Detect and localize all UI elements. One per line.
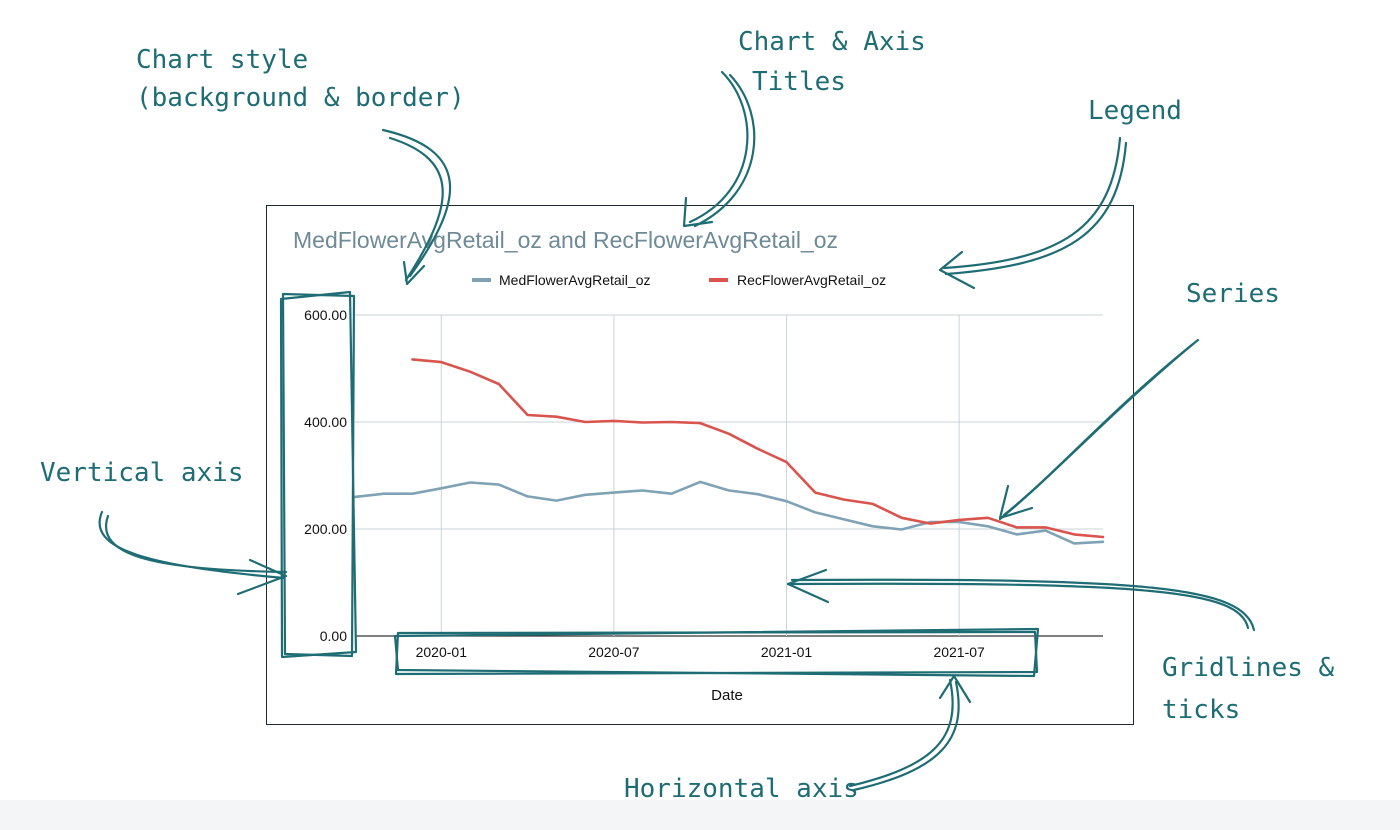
x-axis-label: Date bbox=[711, 687, 743, 704]
x-tick-label: 2020-07 bbox=[588, 644, 640, 660]
x-tick-label: 2020-01 bbox=[416, 644, 468, 660]
vertical-axis-highlight-box bbox=[279, 290, 358, 659]
chart-svg: MedFlowerAvgRetail_oz and RecFlowerAvgRe… bbox=[293, 227, 1105, 704]
y-tick-label: 400.00 bbox=[304, 414, 347, 430]
arrow-series bbox=[998, 338, 1200, 521]
arrow-chart-style bbox=[381, 128, 452, 286]
chart-title: MedFlowerAvgRetail_oz and RecFlowerAvgRe… bbox=[293, 227, 838, 253]
gridlines bbox=[355, 314, 1103, 637]
legend-label-med: MedFlowerAvgRetail_oz bbox=[499, 272, 650, 288]
y-tick-label: 600.00 bbox=[304, 307, 347, 323]
x-tick-label: 2021-07 bbox=[933, 644, 985, 660]
series-layer bbox=[353, 358, 1105, 545]
x-tick-label: 2021-01 bbox=[761, 644, 813, 660]
x-axis-ticks: 2020-01 2020-07 2021-01 2021-07 bbox=[416, 644, 985, 660]
series-line-med bbox=[353, 480, 1105, 545]
annotation-titles-line-1: Chart & Axis bbox=[738, 27, 926, 57]
annotation-gridlines-line-2: ticks bbox=[1162, 695, 1240, 725]
annotation-chart-style-line-1: Chart style bbox=[136, 45, 308, 75]
arrow-legend bbox=[938, 136, 1128, 290]
series-line-rec bbox=[411, 358, 1105, 539]
y-axis-ticks: 0.00 200.00 400.00 600.00 bbox=[304, 307, 347, 644]
annotation-titles-line-2: Titles bbox=[752, 67, 846, 97]
bottom-band bbox=[0, 800, 1400, 830]
y-tick-label: 0.00 bbox=[320, 628, 347, 644]
arrow-gridlines bbox=[786, 568, 1256, 632]
annotation-gridlines-line-1: Gridlines & bbox=[1162, 653, 1335, 683]
annotation-horizontal-axis: Horizontal axis bbox=[624, 774, 859, 804]
arrow-horizontal-axis bbox=[848, 674, 972, 792]
chart-frame: MedFlowerAvgRetail_oz and RecFlowerAvgRe… bbox=[266, 205, 1134, 725]
arrow-vertical-axis bbox=[98, 510, 288, 596]
annotation-chart-style-line-2: (background & border) bbox=[136, 83, 465, 113]
annotation-series: Series bbox=[1186, 279, 1280, 309]
y-tick-label: 200.00 bbox=[304, 521, 347, 537]
annotation-legend: Legend bbox=[1088, 96, 1182, 126]
legend: MedFlowerAvgRetail_oz RecFlowerAvgRetail… bbox=[472, 272, 886, 288]
horizontal-axis-highlight-box bbox=[393, 627, 1040, 678]
arrow-titles bbox=[682, 70, 756, 228]
legend-label-rec: RecFlowerAvgRetail_oz bbox=[737, 272, 886, 288]
annotation-vertical-axis: Vertical axis bbox=[40, 458, 244, 488]
